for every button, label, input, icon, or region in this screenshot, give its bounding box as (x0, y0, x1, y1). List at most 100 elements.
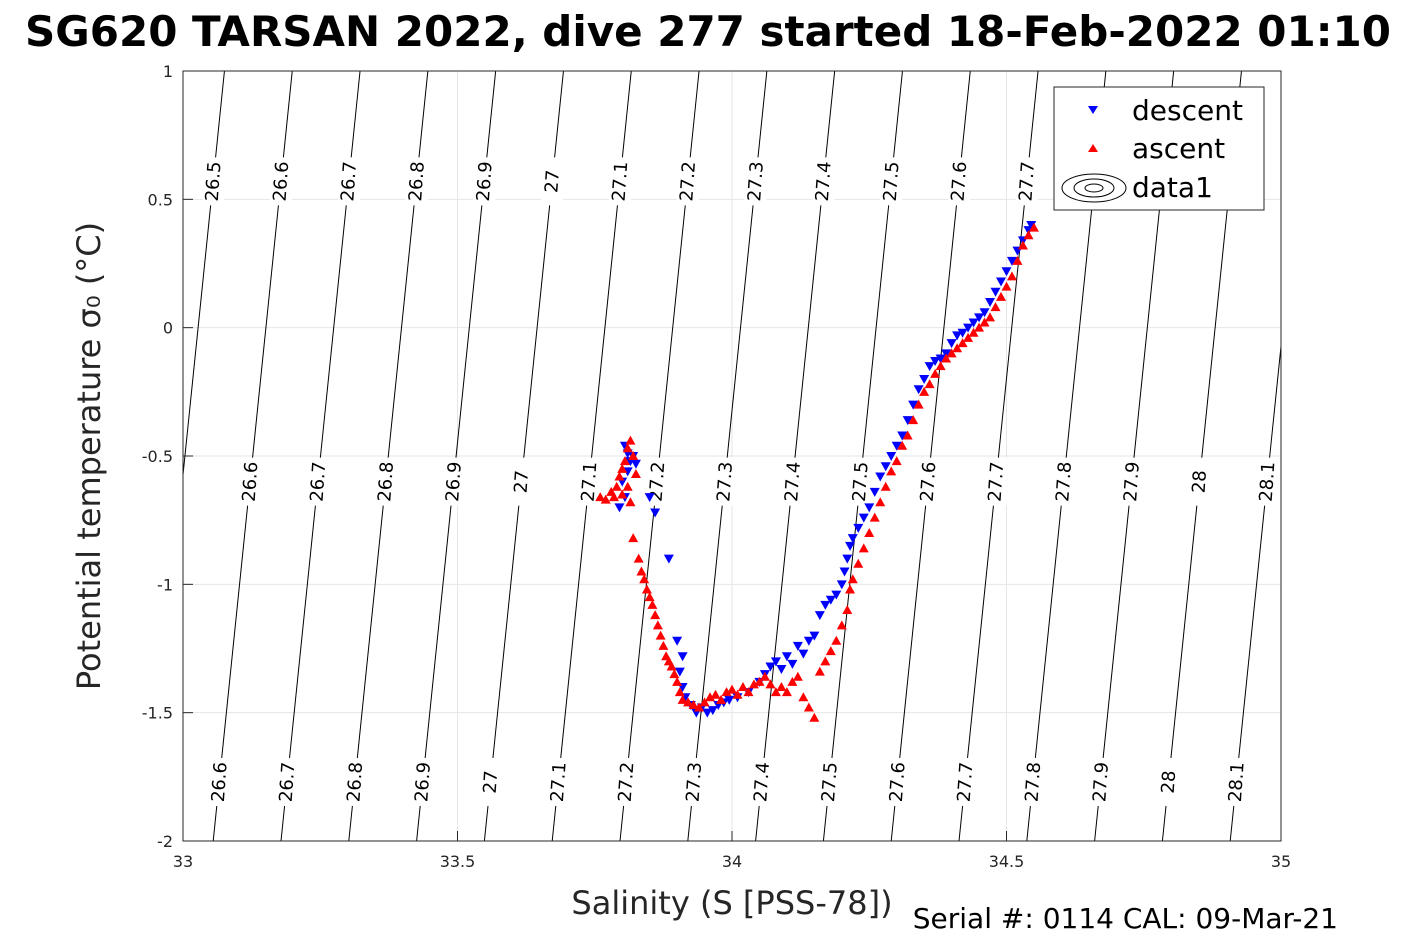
contour-label-middle-bg (578, 457, 601, 506)
contour-label-bottom: 26.6 (208, 761, 232, 802)
contour-label-top: 27.1 (609, 161, 633, 202)
ascent-point (924, 379, 935, 389)
contour-label-top: 26.8 (405, 161, 429, 202)
contour-label-bottom: 27 (480, 770, 503, 794)
ascent-point (644, 592, 655, 602)
contour-label-middle-bg (713, 457, 736, 506)
contour-label-top-bg (269, 157, 292, 206)
descent-point (968, 318, 979, 328)
descent-point (930, 357, 941, 367)
contour-label-middle: 27.4 (781, 461, 805, 502)
ascent-point (633, 553, 644, 563)
legend-ascent-marker (1088, 144, 1098, 152)
ascent-point (941, 353, 952, 363)
y-tick-label: 0.5 (148, 190, 173, 209)
descent-point (724, 695, 735, 705)
y-tick-label: -1.5 (142, 704, 173, 723)
x-tick-label: 34 (722, 852, 742, 871)
ascent-point (759, 671, 770, 681)
ascent-point (963, 332, 974, 342)
ascent-point (836, 620, 847, 630)
ascent-point (666, 661, 677, 671)
ascent-point (968, 327, 979, 337)
descent-point (663, 554, 674, 564)
contour-label-middle: 27.2 (646, 461, 670, 502)
contour-label-middle-bg (1256, 457, 1279, 506)
serial-cal-footer: Serial #: 0114 CAL: 09-Mar-21 (913, 902, 1338, 935)
ascent-point (979, 317, 990, 327)
descent-point (963, 323, 974, 333)
contour-label-top: 26.5 (202, 161, 226, 202)
ascent-point (705, 692, 716, 702)
ascent-point (1012, 255, 1023, 265)
x-tick-label: 34.5 (989, 852, 1025, 871)
ascent-point (825, 646, 836, 656)
descent-point (974, 313, 985, 323)
ascent-point (853, 558, 864, 568)
contour-label-middle-bg (1052, 457, 1075, 506)
descent-point (842, 554, 853, 564)
descent-point (792, 641, 803, 651)
descent-point (630, 459, 641, 469)
contour-label-bottom: 27.6 (886, 761, 910, 802)
ascent-point (617, 463, 628, 473)
contour-label-top: 27.5 (880, 161, 904, 202)
contour-label-bottom: 28.1 (1225, 761, 1249, 802)
ascent-point (754, 676, 765, 686)
ascent-point (974, 322, 985, 332)
descent-point (836, 580, 847, 590)
ascent-point (798, 692, 809, 702)
ascent-point (1023, 230, 1034, 240)
contour-label-top: 26.7 (337, 161, 361, 202)
contour-label-bottom-bg (276, 757, 299, 806)
contour-label-top-bg (676, 157, 699, 206)
ascent-point (952, 343, 963, 353)
descent-point (707, 706, 718, 716)
contour-label-middle-bg (442, 457, 465, 506)
descent-point (913, 385, 924, 395)
ascent-point (820, 656, 831, 666)
ascent-point (996, 291, 1007, 301)
ascent-point (1001, 281, 1012, 291)
contour-label-middle: 27.6 (917, 461, 941, 502)
contour-label-middle: 27.1 (578, 461, 602, 502)
ascent-point (625, 497, 636, 507)
ascent-point (641, 584, 652, 594)
x-axis: 33 33.5 34 34.5 35 (173, 831, 1291, 871)
ascent-point (595, 492, 606, 502)
descent-point (644, 493, 655, 503)
contour-label-bottom: 27.7 (954, 761, 978, 802)
contour-label-bottom-bg (479, 757, 502, 806)
ascent-point (650, 610, 661, 620)
contour-label-top: 27.3 (744, 161, 768, 202)
ascent-point (628, 533, 639, 543)
y-axis: -2 -1.5 -1 -0.5 0 0.5 1 (142, 62, 193, 851)
contour-label-top-bg (1015, 157, 1038, 206)
contour-label-middle-bg (1120, 457, 1143, 506)
descent-point (979, 308, 990, 318)
x-axis-label: Salinity (S [PSS-78]) (571, 884, 892, 922)
contour-label-bottom: 26.7 (276, 761, 300, 802)
ascent-point (864, 528, 875, 537)
contour-label-middle: 27 (511, 470, 534, 494)
descent-point (875, 472, 886, 482)
contour-label-top-bg (541, 157, 564, 206)
ascent-point (608, 492, 619, 502)
ascent-point (655, 630, 666, 640)
chart-title: SG620 TARSAN 2022, dive 277 started 18-F… (25, 7, 1391, 56)
descent-point (990, 287, 1001, 297)
y-tick-label: -1 (157, 575, 173, 594)
contour-label-middle-bg (1188, 457, 1211, 506)
descent-point (672, 636, 683, 646)
ascent-point (869, 512, 880, 522)
descent-point (869, 487, 880, 497)
contour-label-middle: 26.7 (307, 461, 331, 502)
ascent-point (1028, 222, 1039, 232)
descent-point (776, 665, 787, 675)
descent-point (803, 636, 814, 646)
descent-point (858, 513, 869, 523)
descent-point (814, 611, 825, 621)
x-tick-label: 33.5 (440, 852, 476, 871)
contour-label-bottom-bg (411, 757, 434, 806)
contour-label-top-bg (405, 157, 428, 206)
